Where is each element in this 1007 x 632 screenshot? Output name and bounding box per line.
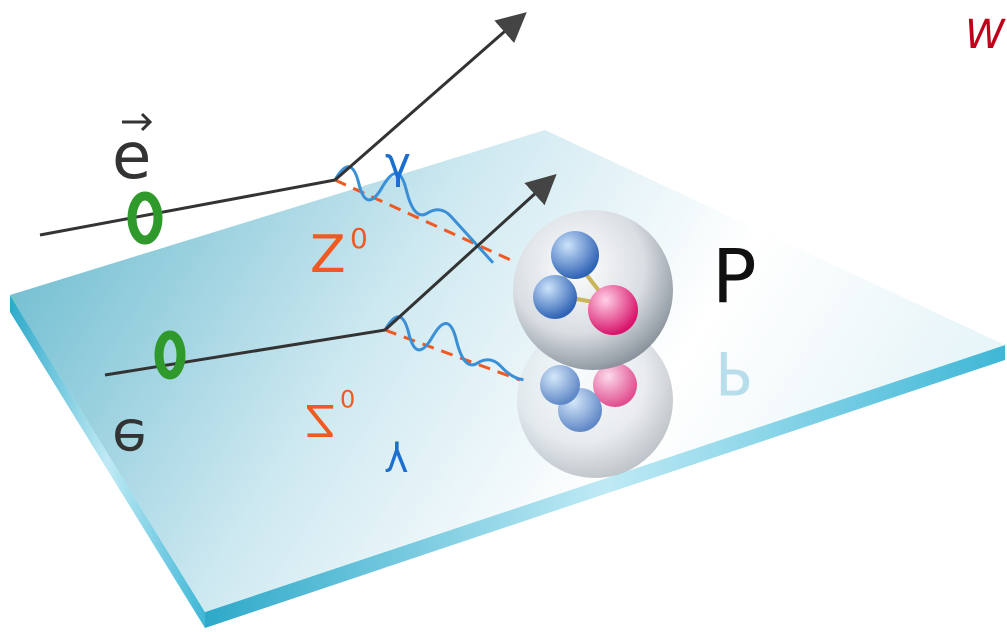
illustration: e γ Z 0 P W e γ Z 0 P: [0, 0, 1007, 632]
proton-reflection: P: [715, 337, 751, 407]
electron-label: e: [112, 120, 151, 194]
corner-label: W: [965, 12, 1006, 58]
z-superscript: 0: [350, 222, 368, 255]
electron-reflection: e: [112, 406, 146, 471]
photon-reflection: γ: [385, 440, 409, 486]
proton-label: P: [712, 234, 757, 320]
z-superscript-reflection: 0: [340, 384, 355, 412]
z-boson-label: Z: [310, 225, 346, 285]
z-reflection: Z: [305, 394, 335, 445]
photon-label: γ: [385, 138, 411, 189]
proton-sphere: [513, 210, 673, 370]
